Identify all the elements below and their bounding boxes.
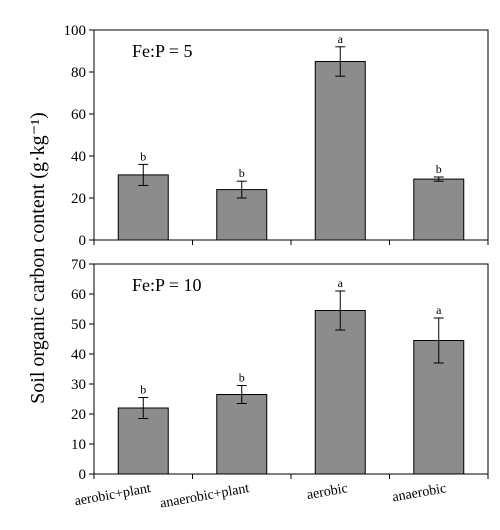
- y-tick-label: 50: [71, 317, 86, 333]
- significance-label: b: [140, 149, 146, 163]
- y-tick-label: 20: [71, 191, 86, 207]
- x-category-label: aerobic: [306, 481, 349, 503]
- significance-label: b: [239, 371, 245, 385]
- y-tick-label: 30: [71, 377, 86, 393]
- x-category-label: aerobic+plant: [73, 481, 152, 509]
- y-tick-label: 100: [64, 23, 87, 39]
- y-tick-label: 40: [71, 149, 86, 165]
- bar: [216, 394, 268, 475]
- y-tick-label: 0: [79, 233, 87, 249]
- x-category-label: anaerobic+plant: [159, 481, 251, 511]
- significance-label: b: [239, 166, 245, 180]
- y-tick-label: 40: [71, 347, 86, 363]
- x-category-label: anaerobic: [391, 481, 447, 505]
- panel-label: Fe:P = 5: [132, 41, 193, 61]
- panel-label: Fe:P = 10: [132, 275, 202, 295]
- bar: [314, 61, 366, 241]
- y-tick-label: 70: [71, 257, 86, 273]
- panel-1: 0 20 40 60 80 100 Fe:P = 5 b b a b: [64, 23, 489, 249]
- panel-2: 0 10 20 30 40 50 60 70 Fe:P = 10 b b a a: [71, 257, 489, 483]
- bar: [314, 310, 366, 475]
- y-tick-label: 60: [71, 107, 86, 123]
- y-axis-label: Soil organic carbon content (g·kg⁻¹): [27, 112, 49, 404]
- significance-label: a: [338, 276, 344, 290]
- significance-label: b: [436, 162, 442, 176]
- y-tick-label: 80: [71, 65, 86, 81]
- y-tick-label: 10: [71, 437, 86, 453]
- y-tick-label: 60: [71, 287, 86, 303]
- significance-label: a: [436, 303, 442, 317]
- significance-label: a: [338, 32, 344, 46]
- y-tick-label: 20: [71, 407, 86, 423]
- y-tick-label: 0: [79, 467, 87, 483]
- bar: [413, 178, 465, 241]
- significance-label: b: [140, 383, 146, 397]
